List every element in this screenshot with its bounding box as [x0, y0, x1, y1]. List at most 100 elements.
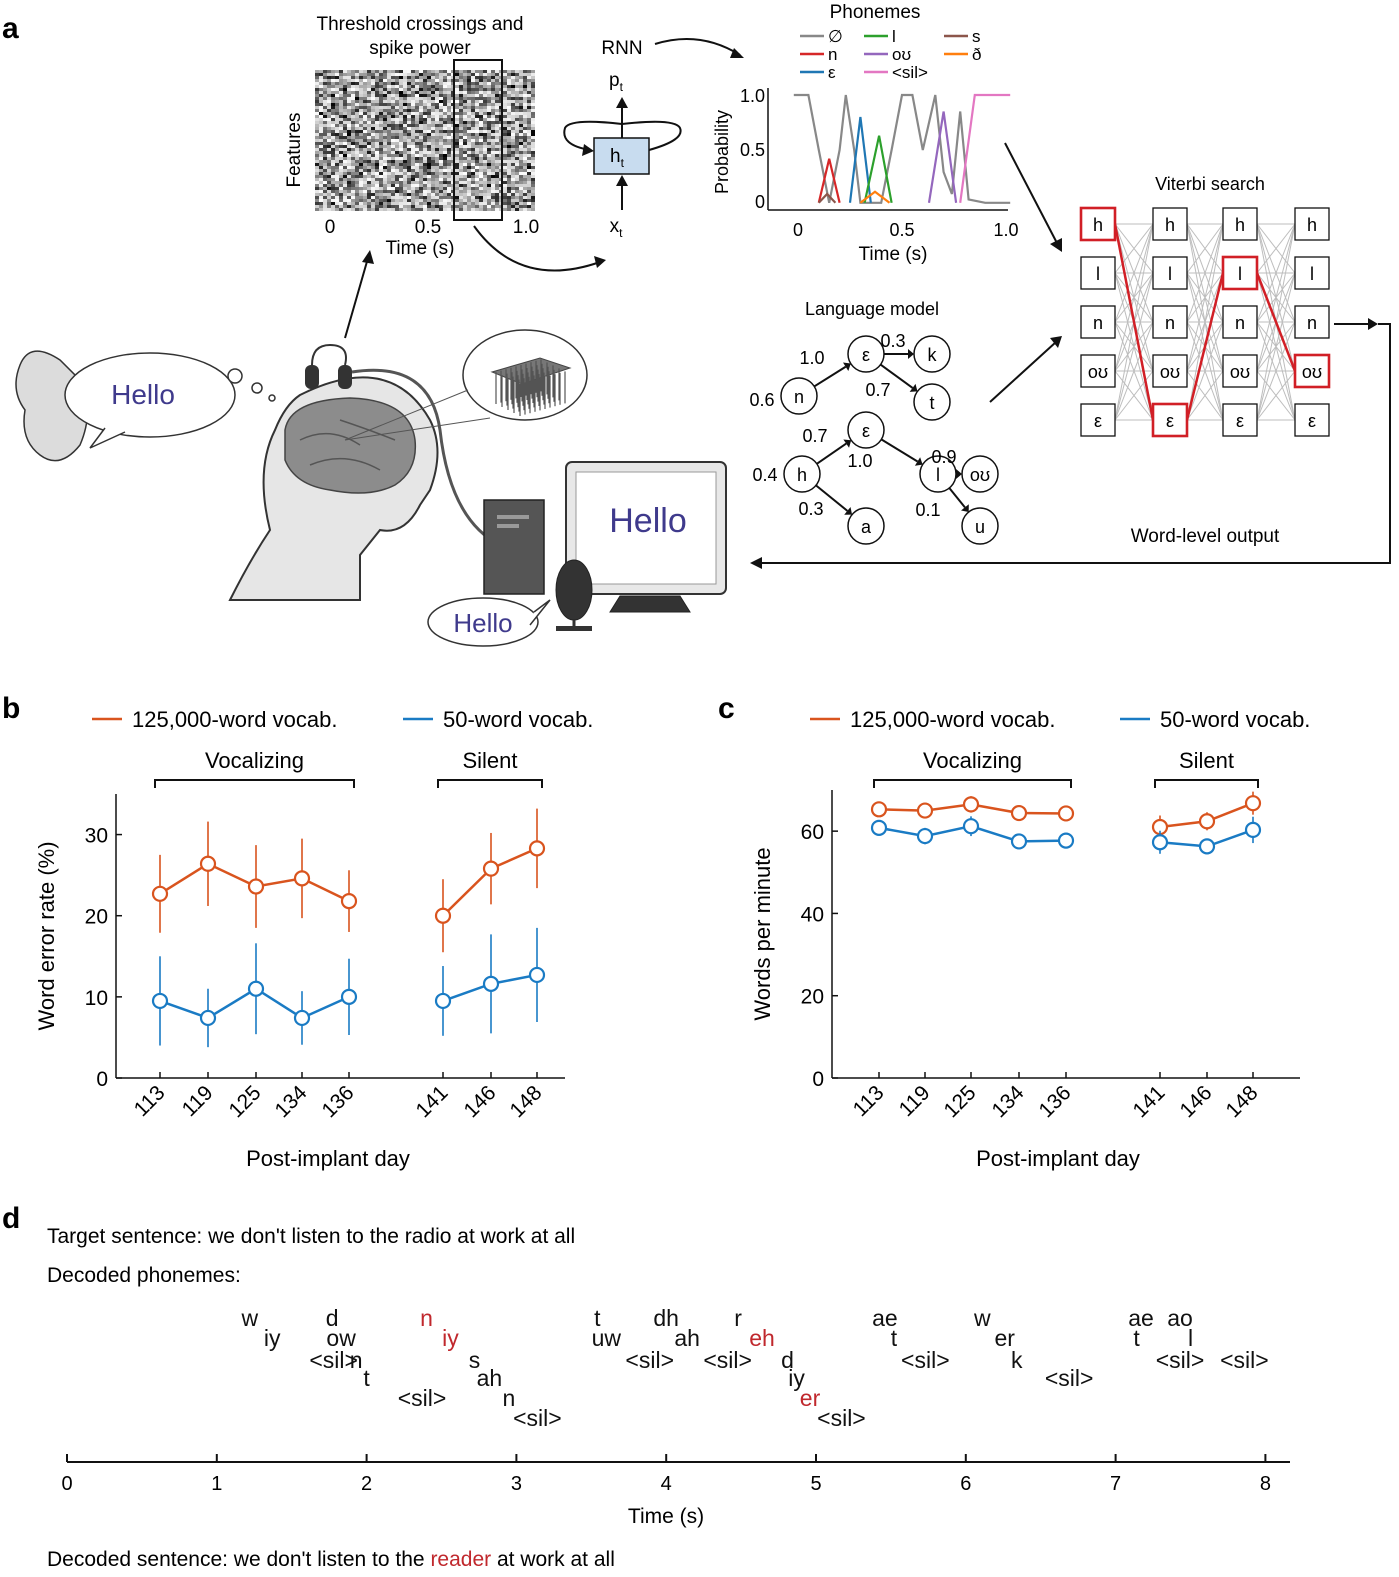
raster-cell: [483, 76, 487, 79]
raster-cell: [351, 115, 355, 118]
raster-cell: [455, 142, 459, 145]
raster-cell: [479, 73, 483, 76]
raster-cell: [459, 76, 463, 79]
raster-cell: [367, 163, 371, 166]
word-output-label: Word-level output: [1131, 526, 1280, 547]
raster-cell: [331, 181, 335, 184]
raster-cell: [403, 121, 407, 124]
raster-cell: [523, 184, 527, 187]
raster-cell: [531, 115, 535, 118]
raster-cell: [491, 91, 495, 94]
decoded-phoneme: <sil>: [901, 1347, 950, 1373]
raster-cell: [383, 112, 387, 115]
raster-cell: [319, 70, 323, 73]
raster-cell: [491, 124, 495, 127]
raster-cell: [463, 79, 467, 82]
raster-cell: [331, 151, 335, 154]
raster-cell: [419, 187, 423, 190]
raster-cell: [339, 76, 343, 79]
legend-label: oʊ: [892, 45, 911, 64]
raster-cell: [427, 79, 431, 82]
raster-cell: [363, 199, 367, 202]
raster-cell: [371, 73, 375, 76]
raster-cell: [471, 115, 475, 118]
raster-cell: [495, 88, 499, 91]
raster-cell: [375, 163, 379, 166]
raster-cell: [351, 193, 355, 196]
viterbi-node: [1080, 305, 1116, 339]
raster-cell: [531, 154, 535, 157]
raster-cell: [507, 163, 511, 166]
raster-cell: [351, 133, 355, 136]
raster-cell: [463, 202, 467, 205]
raster-cell: [511, 148, 515, 151]
raster-cell: [427, 193, 431, 196]
raster-cell: [331, 190, 335, 193]
raster-cell: [395, 100, 399, 103]
raster-cell: [331, 103, 335, 106]
legend-label: ε: [828, 63, 836, 82]
lm-node-label: l: [936, 465, 940, 485]
raster-cell: [379, 109, 383, 112]
raster-cell: [379, 127, 383, 130]
raster-cell: [327, 106, 331, 109]
raster-cell: [327, 88, 331, 91]
viterbi-node-label: l: [1310, 264, 1314, 284]
raster-cell: [427, 136, 431, 139]
raster-cell: [383, 184, 387, 187]
raster-cell: [475, 139, 479, 142]
raster-cell: [383, 139, 387, 142]
raster-cell: [315, 100, 319, 103]
data-point: [199, 1009, 217, 1027]
raster-cell: [467, 199, 471, 202]
decoded-phoneme: <sil>: [1156, 1347, 1205, 1373]
raster-cell: [363, 130, 367, 133]
raster-cell: [351, 103, 355, 106]
raster-cell: [531, 70, 535, 73]
raster-cell: [487, 79, 491, 82]
raster-cell: [315, 118, 319, 121]
raster-cell: [475, 145, 479, 148]
raster-cell: [419, 184, 423, 187]
raster-cell: [467, 202, 471, 205]
raster-cell: [363, 70, 367, 73]
raster-cell: [431, 130, 435, 133]
raster-cell: [407, 148, 411, 151]
raster-cell: [439, 163, 443, 166]
raster-cell: [439, 145, 443, 148]
raster-cell: [355, 193, 359, 196]
raster-cell: [383, 172, 387, 175]
legend-label: s: [972, 27, 981, 46]
raster-cell: [343, 190, 347, 193]
raster-cell: [383, 82, 387, 85]
raster-cell: [427, 148, 431, 151]
participant-illustration: Hello Hello Hello: [15, 250, 727, 647]
raster-cell: [371, 133, 375, 136]
raster-cell: [423, 184, 427, 187]
raster-cell: [487, 82, 491, 85]
data-point: [199, 855, 217, 872]
raster-cell: [459, 85, 463, 88]
raster-cell: [427, 121, 431, 124]
lm-edge-label: 0.7: [802, 426, 827, 446]
raster-cell: [347, 190, 351, 193]
raster-cell: [523, 139, 527, 142]
raster-cell: [519, 154, 523, 157]
raster-cell: [531, 184, 535, 187]
raster-cell: [391, 139, 395, 142]
raster-cell: [363, 154, 367, 157]
raster-cell: [447, 163, 451, 166]
raster-cell: [371, 85, 375, 88]
brain: [284, 397, 417, 494]
lm-node-label: t: [929, 393, 934, 413]
raster-cell: [363, 172, 367, 175]
raster-cell: [359, 109, 363, 112]
raster-cell: [359, 187, 363, 190]
raster-cell: [523, 70, 527, 73]
raster-cell: [319, 172, 323, 175]
raster-cell: [383, 142, 387, 145]
raster-cell: [331, 85, 335, 88]
raster-cell: [455, 151, 459, 154]
raster-cell: [495, 121, 499, 124]
